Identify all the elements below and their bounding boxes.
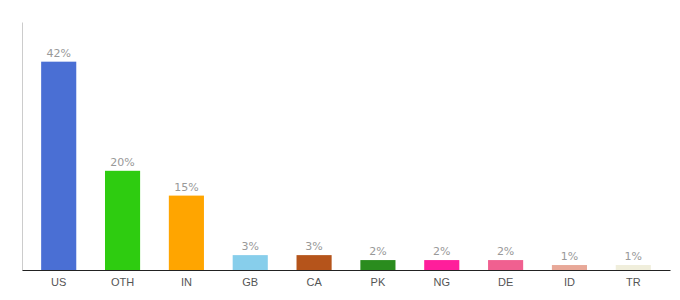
bar: [297, 255, 332, 270]
data-labels: 42% 20% 15% 3% 3% 2% 2% 2% 1% 1%: [46, 47, 642, 263]
chart: US OTH IN GB CA PK NG DE ID TR 42% 20% 15% 3% 3% 2% 2% 2%…: [0, 0, 680, 300]
plot: US OTH IN GB CA PK NG DE ID TR 42% 20% 15% 3% 3% 2% 2% 2%…: [23, 23, 671, 288]
bar: [41, 62, 76, 270]
x-tick-label: TR: [626, 276, 641, 288]
bar: [552, 265, 587, 270]
x-tick: GB: [242, 276, 258, 288]
data-label: 15%: [174, 181, 198, 194]
x-tick-label: GB: [242, 276, 258, 288]
x-tick: IN: [181, 276, 192, 288]
x-tick: TR: [626, 276, 641, 288]
x-tick-label: DE: [498, 276, 513, 288]
x-tick-label: OTH: [111, 276, 134, 288]
x-axis: US OTH IN GB CA PK NG DE ID TR: [23, 271, 671, 288]
x-tick: OTH: [111, 276, 134, 288]
x-axis-line: [23, 270, 671, 271]
bar: [424, 260, 459, 270]
data-label: 3%: [305, 240, 322, 253]
x-tick-label: ID: [564, 276, 575, 288]
data-label: 2%: [369, 245, 386, 258]
x-tick-label: US: [51, 276, 66, 288]
data-label: 1%: [561, 250, 578, 263]
bars: [41, 62, 651, 270]
x-tick: DE: [498, 276, 513, 288]
bar: [616, 265, 651, 270]
data-label: 20%: [110, 156, 134, 169]
x-tick-label: NG: [434, 276, 451, 288]
data-label: 3%: [242, 240, 259, 253]
data-label: 2%: [433, 245, 450, 258]
data-label: 1%: [625, 250, 642, 263]
x-tick-label: CA: [306, 276, 322, 288]
y-axis: [22, 23, 23, 271]
x-tick: ID: [564, 276, 575, 288]
bar: [169, 196, 204, 270]
y-axis-line: [22, 23, 23, 271]
bar: [233, 255, 268, 270]
data-label: 42%: [46, 47, 70, 60]
bar: [488, 260, 523, 270]
x-tick-label: PK: [371, 276, 386, 288]
x-tick: PK: [371, 276, 386, 288]
bar: [360, 260, 395, 270]
bar: [105, 171, 140, 270]
x-tick: CA: [306, 276, 322, 288]
data-label: 2%: [497, 245, 514, 258]
x-tick: US: [51, 276, 66, 288]
x-tick-label: IN: [181, 276, 192, 288]
x-tick: NG: [434, 276, 451, 288]
